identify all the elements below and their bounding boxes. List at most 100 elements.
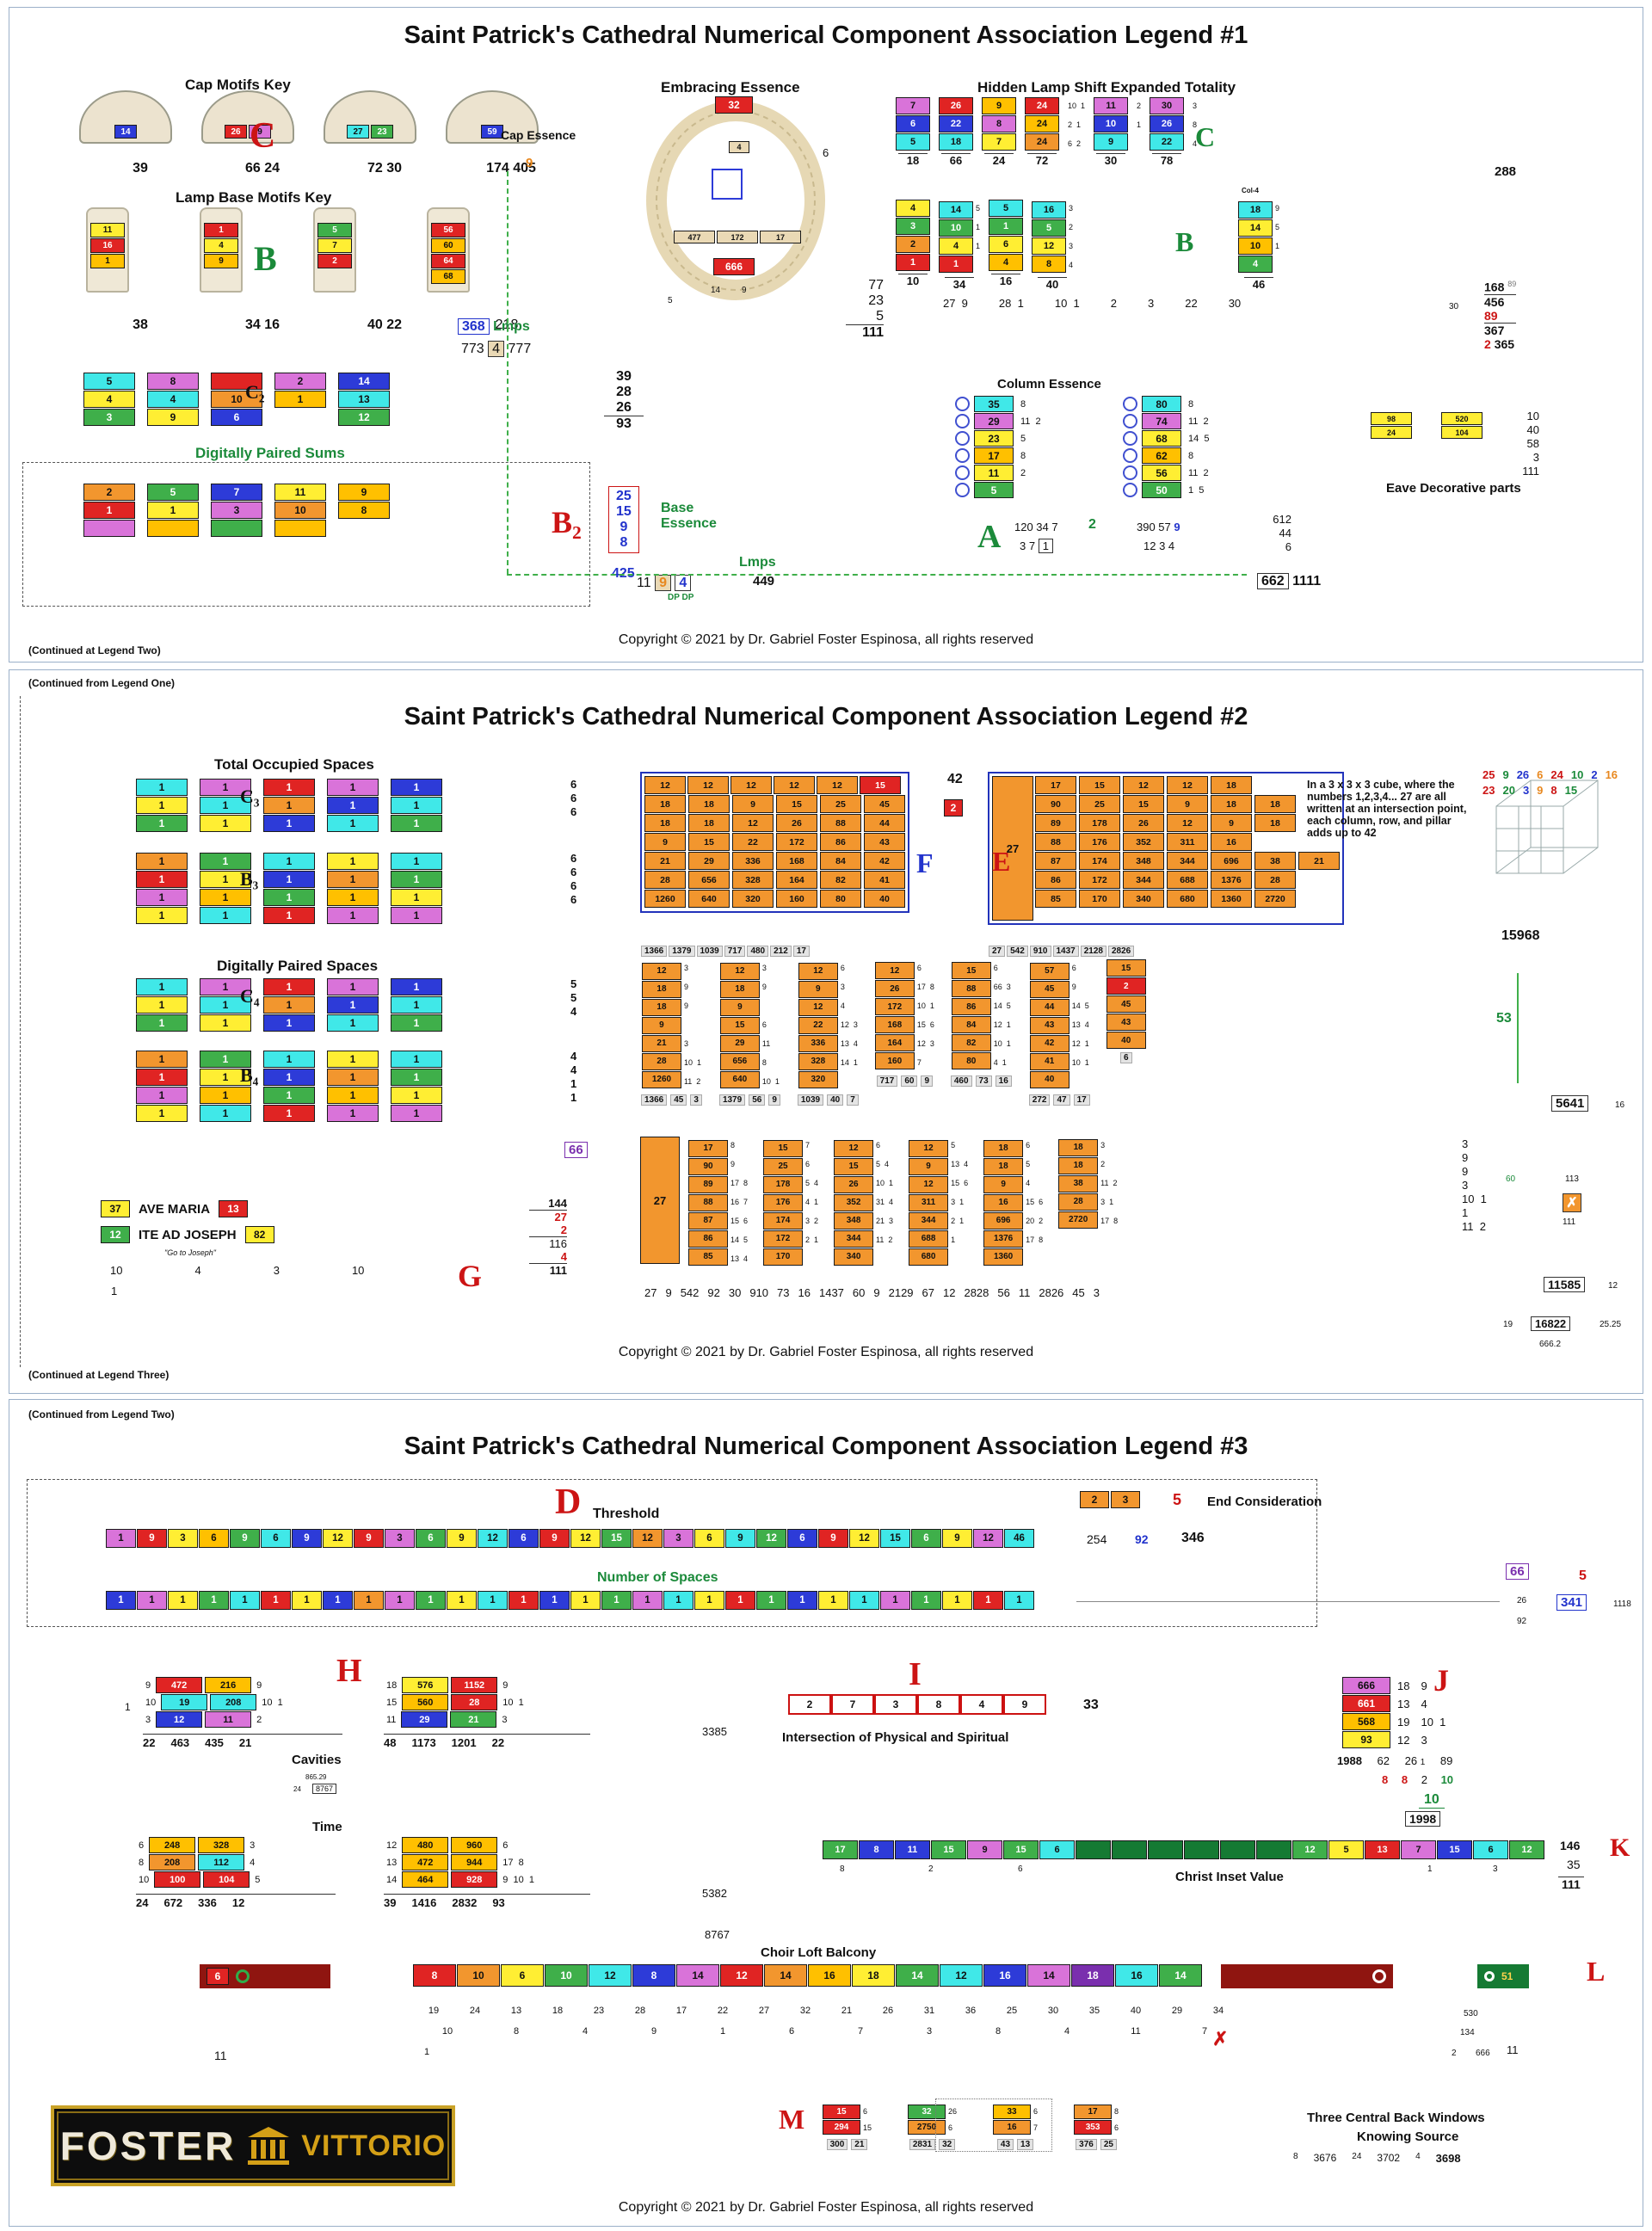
number: 463 (170, 1736, 190, 1749)
cell: 12 (909, 1175, 949, 1193)
number: 2 1 (805, 1236, 819, 1244)
cell: 15 (880, 1529, 910, 1548)
cell: 688 (909, 1230, 949, 1248)
number: 6 (570, 805, 577, 818)
l-left-block: 6 (200, 1964, 330, 1988)
col-sum-l2-val: 3 7 (1020, 539, 1036, 552)
lamps-label: Lmps (493, 319, 530, 334)
v777: 777 (508, 342, 532, 356)
number: 10 1 (993, 1039, 1011, 1048)
col-sum-l2: 3 7 1 (1020, 539, 1053, 553)
green-dashed-line (507, 171, 509, 574)
cell: 1 (391, 907, 442, 924)
cell: 16 (1032, 201, 1067, 219)
cell-group: 12 15 26 352 348 344 340 6 5 4 10 1 31 4 21 3 11 2 (834, 1137, 893, 1269)
k-b5: 3 (1493, 1864, 1498, 1874)
cell: 16 (1211, 833, 1252, 851)
cell: 14 (764, 1964, 807, 1987)
number: 1 (570, 1077, 577, 1090)
cell: 18 (983, 1157, 1024, 1175)
number: 13 (1397, 1697, 1410, 1710)
number: 376 (1076, 2139, 1097, 2150)
number: 1 (1462, 1206, 1469, 1219)
cell: 1 (136, 871, 188, 888)
strip2-1118: 1118 (1613, 1599, 1631, 1609)
cell: 9 (1211, 814, 1252, 832)
col-sum-r1: 390 57 9 (1137, 521, 1180, 533)
x-icon: ✗ (1212, 2028, 1229, 2049)
l-530: 530 (1464, 2009, 1478, 2018)
number: 19 (428, 2006, 440, 2016)
number: 12 (1397, 1733, 1410, 1747)
cell: 10 (939, 219, 973, 237)
cell: 12 (644, 776, 686, 794)
number: 12 3 (916, 1039, 934, 1048)
number: 2828 (964, 1286, 989, 1299)
cell: 12 (774, 776, 815, 794)
column-essence-left: 35 8 29 11 2 23 5 17 8 11 2 5 (955, 396, 1045, 499)
cell: 86 (1035, 871, 1076, 889)
c2-totals: 39 28 26 93 (604, 369, 644, 432)
cell: 3 (1111, 1491, 1140, 1508)
cav-24: 24 (293, 1785, 301, 1793)
number: 40 (827, 1094, 844, 1106)
cell: 15 (601, 1529, 632, 1548)
cell: 568 (1342, 1713, 1390, 1730)
number: 18 (1397, 1679, 1410, 1692)
cell: 28 (641, 1052, 681, 1070)
cell: 14 (1027, 1964, 1070, 1987)
k-146: 146 (1560, 1839, 1581, 1852)
cell: 24 (1025, 97, 1059, 114)
number: 672 (163, 1896, 183, 1909)
number: 6 (1033, 2107, 1039, 2116)
cell-group: 15 294 6 15 300 21 (823, 2104, 872, 2150)
cell: 1 (327, 1014, 379, 1032)
number: 15 6 (916, 1020, 934, 1029)
cell: 680 (1167, 890, 1208, 908)
cell: 2 (317, 254, 352, 268)
number: 3 (502, 1714, 508, 1725)
number: 8 (1193, 120, 1198, 129)
cell: 13 (1365, 1840, 1400, 1859)
number: 11 2 (1020, 416, 1041, 427)
cell: 22 (1150, 133, 1185, 151)
hidden-lamp-shift-label: Hidden Lamp Shift Expanded Totality (977, 79, 1236, 96)
cell: 22 (732, 833, 774, 851)
number: 11 2 (1188, 416, 1209, 427)
col-sum-l2-box: 1 (1038, 539, 1053, 553)
cell: 1 (200, 853, 251, 870)
cell (83, 520, 135, 537)
cell: 1 (391, 1051, 442, 1068)
g-letter: G (458, 1259, 483, 1293)
number: 3 2 (805, 1217, 819, 1225)
cell: 1 (849, 1591, 879, 1610)
number: 8 (1293, 2152, 1298, 2161)
cell: 560 (402, 1694, 449, 1710)
number: 9 (1071, 983, 1076, 991)
cell: 960 (451, 1837, 498, 1853)
cell: 15 (931, 1840, 966, 1859)
cell: 9 (338, 484, 390, 501)
cell: 87 (688, 1211, 728, 1230)
cube-numbers: 25 9 26 6 24 10 2 16 23 20 3 9 8 15 (1482, 768, 1625, 880)
dp-row: 11 9 4 (637, 575, 692, 591)
number: 3 (1093, 1286, 1100, 1299)
legend-2-panel: (Continued from Legend One) Saint Patric… (9, 669, 1643, 1394)
number: 1379 (718, 1094, 746, 1106)
number: 12 (231, 1896, 245, 1909)
cell: 9 (230, 1529, 260, 1548)
cell: 80 (951, 1052, 991, 1069)
number: 6 2 (1068, 139, 1082, 148)
cell-group: 17 90 89 88 87 86 85 8 9 17 8 16 7 15 6 14 5 13 4 (688, 1137, 748, 1269)
number: 13 (510, 2006, 522, 2016)
number: 15 6 (730, 1217, 749, 1225)
cell: 13 (338, 391, 390, 408)
number: 9 (873, 1286, 880, 1299)
cell: 1 (200, 1105, 251, 1122)
col-right-stack: 612 44 6 (1257, 512, 1291, 554)
